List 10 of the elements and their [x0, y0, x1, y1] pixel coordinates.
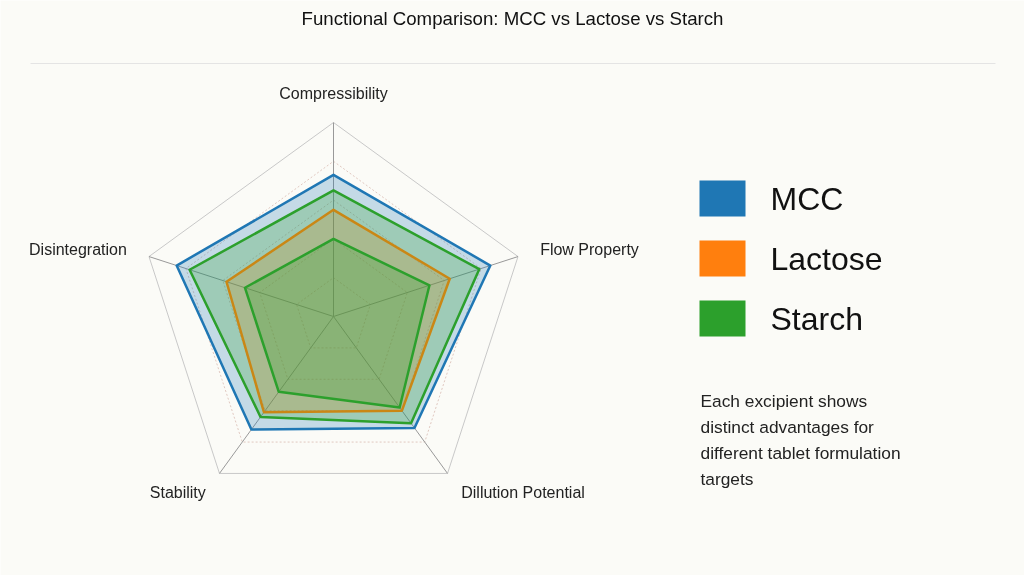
spoke-label: Stability [149, 483, 206, 501]
legend-label: MCC [770, 180, 844, 217]
spoke-label: Compressibility [279, 84, 388, 102]
spoke-label: Disintegration [29, 240, 127, 258]
chart-title: Functional Comparison: MCC vs Lactose vs Starch [301, 8, 724, 29]
spoke-label: Dillution Potential [461, 483, 585, 501]
spoke-label: Flow Property [540, 240, 639, 258]
legend-label: Lactose [770, 240, 883, 277]
text: Each excipient shows distinct advantages for different tablet formulation targets [700, 390, 901, 489]
legend-label: Starch [770, 300, 863, 337]
